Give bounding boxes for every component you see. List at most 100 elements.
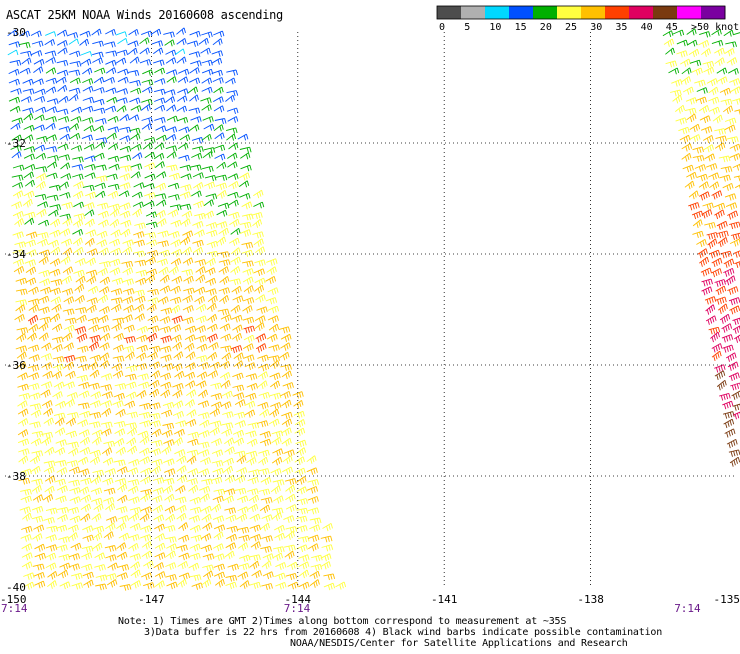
barb-flag (233, 133, 237, 140)
barb-flag (83, 449, 86, 456)
barb-flag (102, 363, 106, 369)
barb-flag (84, 469, 88, 475)
wind-barb (86, 275, 97, 285)
barb-shaft (238, 180, 248, 187)
barb-shaft (79, 447, 89, 453)
barb-flag (102, 152, 105, 159)
wind-barb (228, 142, 239, 150)
barb-flag (263, 382, 266, 388)
wind-barb (157, 230, 170, 238)
barb-shaft (87, 361, 97, 369)
barb-shaft (99, 352, 108, 360)
wind-barb (117, 68, 129, 76)
barb-shaft (72, 190, 82, 197)
wind-barb (97, 294, 109, 304)
barb-flag (208, 70, 211, 76)
barb-flag (42, 335, 45, 342)
barb-flag (142, 383, 145, 390)
wind-barb (22, 88, 35, 95)
barb-shaft (69, 77, 80, 83)
wind-barb (234, 450, 246, 458)
barb-flag (18, 106, 21, 112)
barb-shaft (19, 67, 30, 74)
wind-barb (226, 90, 239, 97)
barb-flag (176, 325, 179, 332)
barb-flag (298, 430, 301, 436)
wind-barb (134, 259, 147, 267)
barb-flag (178, 239, 182, 245)
barb-shaft (129, 97, 139, 103)
barb-shaft (63, 354, 74, 359)
barb-shaft (139, 456, 149, 462)
barb-flag (201, 336, 205, 342)
barb-shaft (44, 39, 54, 46)
barb-flag (110, 78, 113, 84)
wind-barb (241, 201, 253, 210)
barb-shaft (165, 57, 175, 64)
barb-flag (172, 233, 175, 239)
barb-shaft (44, 485, 54, 493)
barb-flag (288, 457, 291, 463)
barb-flag (75, 392, 79, 398)
barb-flag (279, 468, 282, 474)
barb-shaft (233, 437, 243, 444)
barb-shaft (281, 437, 291, 445)
wind-barb (23, 146, 36, 153)
wind-barb (44, 446, 55, 456)
barb-flag (237, 346, 240, 352)
barb-flag (123, 496, 126, 502)
barb-flag (72, 308, 75, 315)
barb-shaft (8, 41, 19, 46)
wind-barb (207, 370, 219, 379)
barb-shaft (107, 155, 118, 160)
barb-flag (109, 373, 113, 379)
barb-shaft (30, 30, 41, 36)
barb-flag (191, 391, 195, 397)
wind-barb (99, 276, 111, 286)
barb-flag (58, 246, 61, 253)
barb-flag (125, 183, 129, 189)
barb-flag (16, 193, 20, 199)
barb-flag (198, 51, 201, 57)
barb-flag (147, 124, 150, 131)
barb-flag (52, 466, 55, 472)
wind-barb (191, 136, 204, 144)
wind-barb (77, 345, 89, 353)
barb-flag (199, 190, 202, 197)
barb-flag (137, 153, 141, 160)
wind-barb (229, 218, 240, 228)
barb-flag (215, 241, 219, 247)
barb-flag (94, 276, 97, 282)
barb-flag (41, 431, 44, 437)
barb-flag (152, 327, 155, 333)
wind-barb (216, 236, 227, 246)
wind-barb (77, 363, 90, 372)
barb-flag (195, 485, 199, 491)
barb-flag (166, 383, 170, 389)
barb-flag (118, 278, 121, 285)
barb-shaft (166, 151, 176, 159)
barb-flag (46, 373, 49, 380)
barb-shaft (203, 147, 214, 151)
barb-flag (208, 166, 212, 173)
barb-flag (19, 260, 22, 266)
barb-flag (46, 288, 49, 294)
barb-flag (26, 384, 29, 390)
barb-flag (111, 61, 115, 67)
barb-flag (169, 423, 172, 430)
barb-shaft (42, 494, 52, 501)
barb-flag (236, 107, 239, 114)
barb-flag (85, 375, 89, 381)
barb-shaft (190, 60, 200, 65)
wind-barb (66, 32, 79, 39)
wind-barb (280, 333, 292, 343)
barb-shaft (66, 32, 77, 37)
barb-flag (168, 470, 171, 476)
barb-flag (274, 404, 277, 410)
barb-flag (163, 97, 166, 104)
wind-barb (12, 190, 24, 199)
barb-flag (227, 315, 230, 321)
barb-flag (66, 143, 69, 150)
barb-flag (271, 277, 274, 283)
barb-flag (248, 229, 252, 235)
